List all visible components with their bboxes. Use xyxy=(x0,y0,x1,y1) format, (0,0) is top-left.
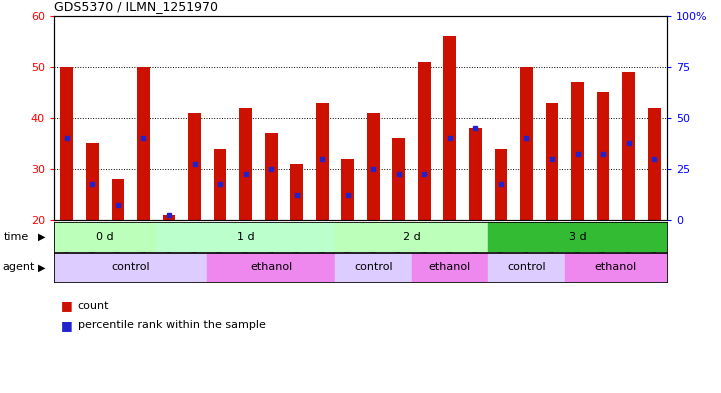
Bar xyxy=(443,36,456,220)
Bar xyxy=(316,103,329,220)
Bar xyxy=(54,222,156,252)
Text: control: control xyxy=(507,263,546,272)
Text: 3 d: 3 d xyxy=(569,232,586,242)
Bar xyxy=(495,149,508,220)
Text: time: time xyxy=(4,232,29,242)
Bar xyxy=(412,253,488,282)
Bar xyxy=(156,222,335,252)
Text: 2 d: 2 d xyxy=(403,232,420,242)
Bar xyxy=(61,67,74,220)
Bar xyxy=(469,128,482,220)
Text: 0 d: 0 d xyxy=(97,232,114,242)
Bar xyxy=(86,143,99,220)
Text: ▶: ▶ xyxy=(37,263,45,272)
Bar xyxy=(163,215,175,220)
Text: ethanol: ethanol xyxy=(250,263,292,272)
Bar xyxy=(208,253,335,282)
Text: control: control xyxy=(354,263,392,272)
Bar xyxy=(54,253,208,282)
Text: ■: ■ xyxy=(61,319,73,332)
Bar xyxy=(546,103,558,220)
Text: GDS5370 / ILMN_1251970: GDS5370 / ILMN_1251970 xyxy=(54,0,218,13)
Text: ethanol: ethanol xyxy=(595,263,637,272)
Bar xyxy=(565,253,667,282)
Text: 1 d: 1 d xyxy=(236,232,255,242)
Bar xyxy=(520,67,533,220)
Bar xyxy=(341,159,354,220)
Bar xyxy=(291,164,303,220)
Bar xyxy=(335,222,488,252)
Text: agent: agent xyxy=(2,263,35,272)
Bar xyxy=(597,92,609,220)
Text: percentile rank within the sample: percentile rank within the sample xyxy=(78,320,266,331)
Text: ethanol: ethanol xyxy=(429,263,471,272)
Bar xyxy=(188,113,201,220)
Bar xyxy=(239,108,252,220)
Text: ▶: ▶ xyxy=(37,232,45,242)
Text: count: count xyxy=(78,301,110,311)
Bar xyxy=(647,108,660,220)
Text: ■: ■ xyxy=(61,299,73,312)
Bar xyxy=(418,62,430,220)
Bar xyxy=(488,222,667,252)
Bar xyxy=(488,253,565,282)
Bar xyxy=(622,72,635,220)
Bar xyxy=(213,149,226,220)
Bar xyxy=(112,179,124,220)
Text: control: control xyxy=(111,263,150,272)
Bar xyxy=(137,67,150,220)
Bar xyxy=(392,138,405,220)
Bar xyxy=(367,113,380,220)
Bar xyxy=(335,253,412,282)
Bar xyxy=(571,82,584,220)
Bar xyxy=(265,133,278,220)
